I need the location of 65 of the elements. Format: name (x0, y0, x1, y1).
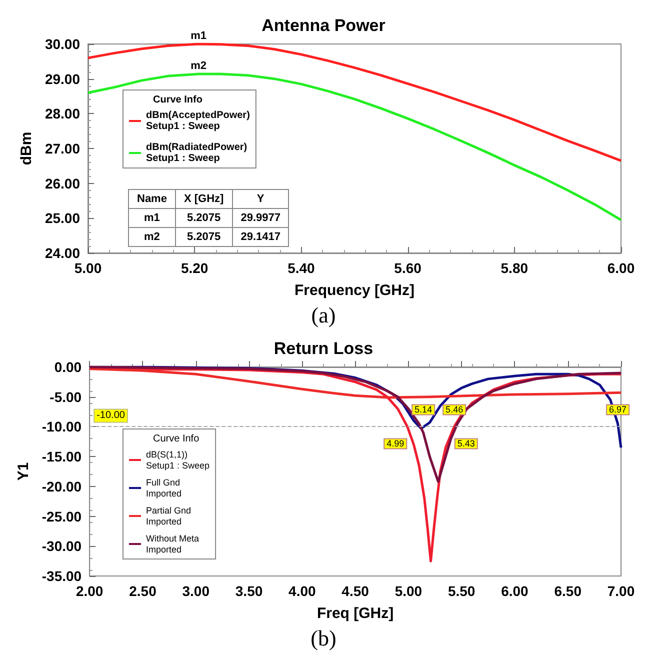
annotation: m2 (190, 60, 207, 72)
y-tick-label: -20.00 (42, 478, 82, 494)
x-tick-label: 5.00 (74, 260, 102, 276)
legend-label: dB(S(1,1)) Setup1 : Sweep (146, 450, 210, 470)
annotation: m2 (128, 228, 176, 246)
y-tick-label: 0.00 (54, 359, 82, 375)
y-tick-label: 24.00 (44, 245, 80, 261)
y-axis-title: dBm (18, 132, 36, 166)
x-tick-label: 2.50 (129, 583, 157, 599)
y-tick-label: -30.00 (42, 538, 82, 554)
x-tick-label: 6.00 (607, 260, 635, 276)
x-axis-title: Frequency [GHz] (294, 282, 415, 299)
annotation: Name (128, 190, 176, 208)
annotation: 5.14 (414, 404, 432, 415)
y-tick-label: -25.00 (42, 508, 82, 524)
y-tick-label: 28.00 (44, 106, 80, 122)
y-tick-label: -10.00 (42, 418, 82, 435)
x-tick-label: 5.80 (500, 260, 528, 276)
annotation: 29.9977 (232, 208, 289, 228)
y-tick-label: 29.00 (44, 70, 80, 87)
legend-title: Curve Info (153, 434, 200, 444)
legend-label: dBm(RadiatedPower) Setup1 : Sweep (146, 142, 248, 164)
x-tick-label: 2.00 (76, 583, 104, 599)
legend-label: dBm(AcceptedPower) Setup1 : Sweep (146, 110, 250, 132)
annotation: 5.46 (446, 404, 464, 415)
annotation: X [GHz] (175, 190, 232, 208)
annotation: 5.2075 (175, 208, 232, 228)
y-tick-label: 25.00 (44, 210, 80, 226)
x-tick-label: 5.60 (394, 260, 422, 276)
chart-title: Return Loss (274, 339, 374, 358)
x-tick-label: 5.40 (288, 260, 316, 276)
text: (b) (310, 626, 336, 650)
x-tick-label: 5.50 (448, 583, 476, 599)
annotation: 5.43 (457, 438, 475, 449)
ref-line-label: -10.00 (96, 410, 126, 422)
annotation: 29.1417 (232, 228, 289, 246)
chart-title: Antenna Power (262, 16, 386, 35)
annotation: m1 (128, 208, 176, 228)
annotation: 6.97 (609, 404, 627, 415)
x-tick-label: 5.00 (394, 583, 422, 599)
y-tick-label: -5.00 (50, 388, 82, 405)
legend-label: Partial Gnd Imported (146, 506, 192, 526)
x-tick-label: 5.20 (180, 260, 208, 276)
y-tick-label: 27.00 (44, 140, 80, 156)
annotation: Y (232, 190, 289, 208)
x-tick-label: 6.00 (501, 583, 529, 599)
x-tick-label: 4.00 (288, 583, 316, 599)
y-tick-label: 26.00 (44, 175, 80, 192)
annotation: m1 (190, 30, 207, 42)
legend-label: Full Gnd Imported (146, 478, 182, 498)
y-tick-label: 30.00 (44, 36, 80, 52)
annotation: 4.99 (386, 438, 404, 449)
x-tick-label: 3.00 (182, 583, 210, 599)
text: (a) (311, 302, 336, 328)
x-tick-label: 7.00 (607, 583, 635, 599)
y-tick-label: -15.00 (42, 448, 82, 465)
x-axis-title: Freq [GHz] (316, 605, 394, 622)
y-axis-title: Y1 (15, 462, 32, 481)
annotation: 5.2075 (175, 228, 232, 246)
x-tick-label: 4.50 (342, 583, 370, 599)
x-tick-label: 3.50 (235, 583, 263, 599)
y-tick-label: -35.00 (42, 568, 82, 584)
legend-title: Curve Info (153, 94, 202, 106)
legend-label: Without Meta Imported (146, 534, 200, 554)
x-tick-label: 6.50 (554, 583, 582, 599)
